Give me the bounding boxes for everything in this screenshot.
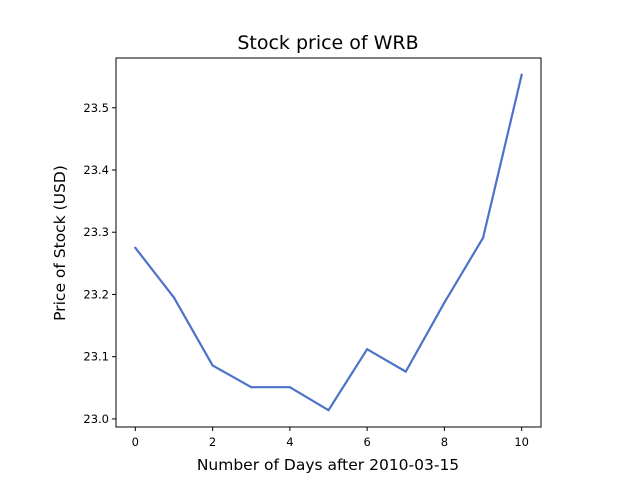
x-tick-label: 8 <box>441 435 448 449</box>
data-point <box>211 364 214 367</box>
data-point <box>172 296 176 299</box>
data-point <box>404 370 407 373</box>
data-point <box>327 409 330 412</box>
data-point <box>520 73 523 76</box>
y-tick-label: 23.1 <box>83 350 109 364</box>
y-tick-label: 23.0 <box>83 412 109 426</box>
x-axis-ticks: 0 2 4 6 8 10 <box>132 427 529 449</box>
data-point <box>250 386 253 389</box>
y-tick-label: 23.5 <box>83 101 109 115</box>
chart-title: Stock price of WRB <box>237 32 418 54</box>
x-axis-label: Number of Days after 2010-03-15 <box>197 456 459 474</box>
x-tick-label: 10 <box>514 435 529 449</box>
y-tick-label: 23.4 <box>83 163 109 177</box>
data-point <box>366 348 369 351</box>
data-point <box>443 301 446 304</box>
plot-frame <box>115 57 542 428</box>
data-point <box>134 246 137 249</box>
x-tick-label: 2 <box>209 435 216 449</box>
x-tick-label: 4 <box>286 435 293 449</box>
y-axis-label: Price of Stock (USD) <box>51 165 69 321</box>
data-point <box>288 386 291 389</box>
series-points <box>134 73 523 412</box>
y-tick-label: 23.3 <box>83 225 109 239</box>
x-tick-label: 0 <box>132 435 139 449</box>
y-axis-ticks: 23.0 23.1 23.2 23.3 23.4 23.5 <box>83 101 116 426</box>
y-tick-label: 23.2 <box>83 287 109 301</box>
x-tick-label: 6 <box>363 435 370 449</box>
series-line-wrb <box>134 73 523 412</box>
data-point <box>481 236 485 239</box>
